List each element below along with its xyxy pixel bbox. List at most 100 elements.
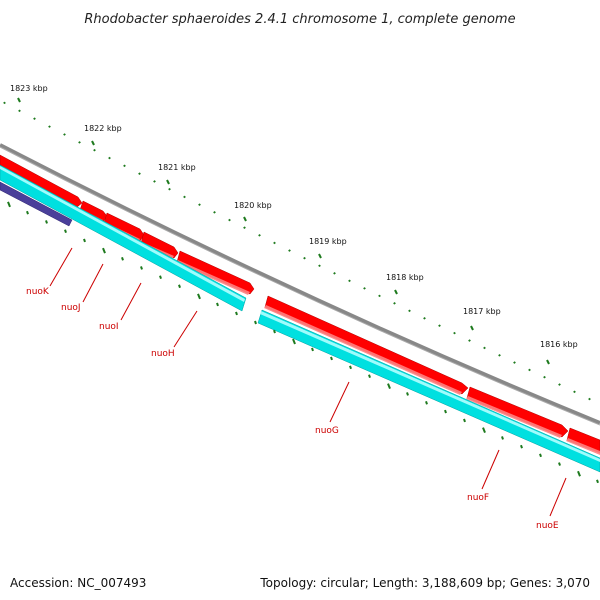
minor-tick bbox=[513, 361, 516, 364]
kbp-label: 1819 kbp bbox=[309, 237, 347, 246]
minor-tick bbox=[498, 353, 501, 357]
kbp-labels: 1823 kbp 1822 kbp 1821 kbp 1820 kbp 1819… bbox=[10, 84, 578, 349]
inner-tick bbox=[292, 338, 296, 345]
minor-tick bbox=[198, 203, 201, 206]
minor-tick bbox=[423, 316, 426, 320]
inner-tick bbox=[121, 257, 124, 261]
minor-tick bbox=[573, 390, 576, 394]
kbp-tick bbox=[17, 97, 21, 103]
minor-tick bbox=[438, 324, 441, 328]
major-ticks bbox=[17, 97, 550, 365]
minor-tick bbox=[168, 187, 171, 191]
gene-label-leaders bbox=[49, 247, 567, 517]
reverse-gene-highlight bbox=[0, 166, 600, 462]
inner-tick bbox=[178, 284, 181, 289]
minor-tick bbox=[333, 272, 336, 275]
kbp-tick bbox=[394, 289, 398, 295]
kbp-tick bbox=[470, 325, 474, 331]
inner-tick bbox=[577, 470, 581, 477]
topology-text: Topology: circular; Length: 3,188,609 bp… bbox=[260, 576, 590, 590]
gene-feature-nuoI[interactable] bbox=[140, 231, 179, 259]
kbp-label: 1821 kbp bbox=[158, 163, 196, 172]
inner-tick bbox=[26, 210, 29, 215]
minor-tick bbox=[483, 346, 486, 350]
gene-feature-nuoH[interactable] bbox=[176, 250, 255, 295]
inner-tick bbox=[235, 311, 238, 316]
inner-tick bbox=[197, 293, 201, 300]
kbp-label: 1822 kbp bbox=[84, 124, 122, 133]
minor-tick bbox=[183, 195, 186, 199]
minor-tick bbox=[138, 172, 141, 175]
minor-tick bbox=[18, 109, 21, 113]
inner-tick bbox=[425, 400, 428, 405]
gene-label-nuoF[interactable]: nuoF bbox=[467, 493, 489, 503]
minor-tick bbox=[153, 180, 156, 183]
inner-tick bbox=[273, 329, 276, 334]
kbp-label: 1818 kbp bbox=[386, 273, 424, 282]
minor-tick bbox=[213, 211, 216, 214]
minor-tick bbox=[123, 164, 126, 168]
inner-tick bbox=[349, 365, 352, 370]
inner-tick bbox=[463, 418, 466, 423]
gene-feature-reverse-2[interactable] bbox=[257, 309, 600, 473]
gene-feature-nuoG[interactable] bbox=[264, 295, 469, 395]
map-title: Rhodobacter sphaeroides 2.4.1 chromosome… bbox=[84, 12, 515, 27]
gene-label-nuoH[interactable]: nuoH bbox=[151, 349, 175, 359]
minor-tick bbox=[303, 256, 306, 260]
minor-tick bbox=[318, 264, 321, 268]
inner-tick bbox=[311, 347, 314, 352]
minor-tick bbox=[378, 294, 381, 298]
inner-tick bbox=[444, 409, 447, 414]
inner-tick bbox=[368, 374, 371, 379]
inner-tick bbox=[330, 356, 333, 361]
inner-tick bbox=[102, 247, 106, 254]
inner-tick bbox=[539, 453, 542, 458]
inner-tick bbox=[558, 462, 561, 466]
gene-feature-nuoL[interactable] bbox=[0, 154, 83, 209]
minor-tick bbox=[348, 279, 351, 283]
minor-tick bbox=[63, 133, 66, 136]
gene-feature-nuoE[interactable] bbox=[566, 427, 600, 454]
minor-tick bbox=[3, 101, 6, 105]
minor-tick bbox=[93, 148, 96, 152]
gene-feature-nuoF[interactable] bbox=[466, 386, 569, 438]
gene-label-nuoG[interactable]: nuoG bbox=[315, 426, 339, 436]
inner-tick bbox=[406, 392, 409, 396]
inner-tick bbox=[501, 436, 504, 440]
minor-tick bbox=[363, 287, 366, 290]
misc-feature-track bbox=[0, 181, 73, 227]
minor-tick bbox=[393, 302, 396, 305]
backbone-ring bbox=[0, 143, 600, 426]
minor-tick bbox=[108, 156, 111, 160]
gene-label-nuoE[interactable]: nuoE bbox=[536, 521, 559, 531]
inner-tick bbox=[216, 302, 219, 307]
inner-tick bbox=[83, 238, 86, 243]
kbp-tick bbox=[318, 253, 322, 259]
inner-tick bbox=[254, 320, 257, 325]
minor-tick bbox=[288, 249, 291, 252]
inner-tick bbox=[482, 427, 486, 434]
minor-tick bbox=[558, 383, 561, 386]
kbp-tick bbox=[91, 140, 95, 146]
inner-tick bbox=[159, 275, 162, 279]
kbp-tick bbox=[166, 179, 170, 185]
minor-ticks bbox=[3, 101, 591, 401]
minor-tick bbox=[273, 241, 276, 245]
gene-label-nuoJ[interactable]: nuoJ bbox=[61, 303, 81, 313]
forward-gene-track bbox=[0, 154, 600, 454]
inner-tick bbox=[7, 201, 11, 208]
minor-tick bbox=[78, 141, 81, 144]
minor-tick bbox=[588, 397, 591, 401]
minor-tick bbox=[468, 339, 471, 342]
gene-label-nuoK[interactable]: nuoK bbox=[26, 287, 50, 297]
kbp-tick bbox=[546, 359, 550, 365]
minor-tick bbox=[243, 226, 246, 229]
misc-feature[interactable] bbox=[0, 181, 73, 227]
inner-tick bbox=[596, 479, 599, 484]
kbp-label: 1817 kbp bbox=[463, 307, 501, 316]
gene-label-nuoI[interactable]: nuoI bbox=[99, 322, 119, 332]
inner-ticks bbox=[7, 201, 599, 484]
inner-tick bbox=[520, 444, 523, 449]
